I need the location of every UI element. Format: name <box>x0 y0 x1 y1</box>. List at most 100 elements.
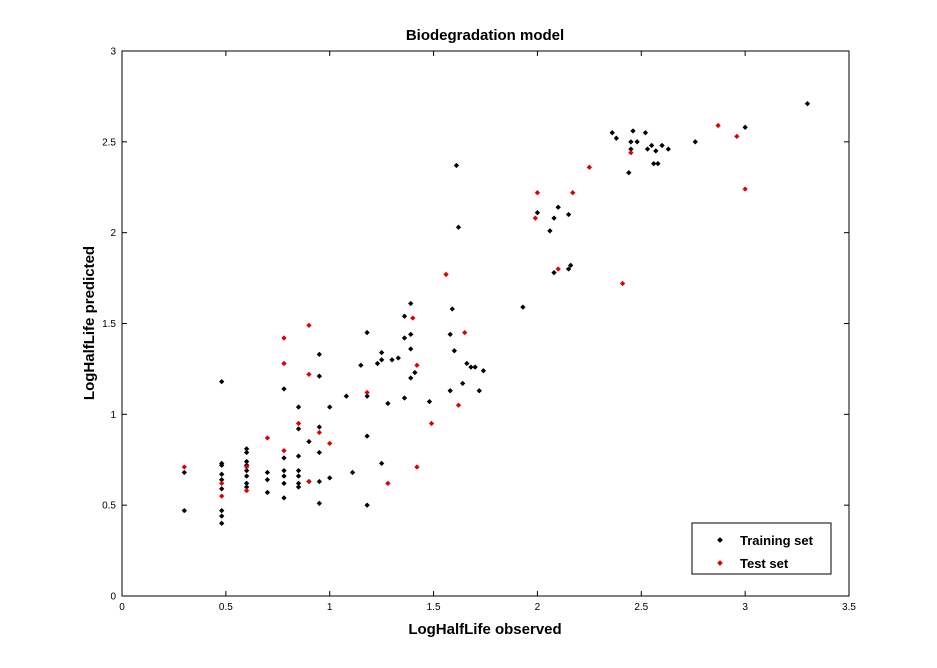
data-point <box>551 215 557 221</box>
data-point <box>734 133 740 140</box>
x-axis-label: LogHalfLife observed <box>408 621 561 638</box>
chart-title: Biodegradation model <box>406 27 564 44</box>
data-point <box>316 449 323 456</box>
data-point <box>410 315 416 321</box>
data-point <box>428 420 435 427</box>
data-point <box>401 335 408 341</box>
data-point <box>218 378 225 385</box>
data-point <box>326 404 333 410</box>
data-point <box>476 387 483 394</box>
data-point <box>692 139 699 145</box>
data-point <box>316 351 323 358</box>
legend-label: Training set <box>740 533 814 548</box>
data-point <box>464 360 470 367</box>
data-point <box>565 266 572 272</box>
plot-area <box>121 50 850 597</box>
data-point <box>555 266 561 272</box>
series-test <box>181 122 748 499</box>
data-point <box>385 480 391 487</box>
data-point <box>295 467 302 474</box>
data-point <box>628 139 634 145</box>
data-point <box>565 211 572 218</box>
y-tick-label: 0.5 <box>102 501 116 512</box>
data-point <box>655 160 661 167</box>
data-point <box>659 142 665 149</box>
y-tick-label: 1 <box>110 410 116 421</box>
legend: Training set Test set <box>691 522 832 575</box>
data-point <box>243 458 250 465</box>
data-point <box>316 429 323 436</box>
x-tick-label: 3 <box>742 602 748 613</box>
data-point <box>378 460 385 467</box>
data-point <box>281 455 287 461</box>
data-point <box>619 280 626 287</box>
data-point <box>218 507 225 514</box>
legend-marker <box>717 537 723 543</box>
data-point <box>534 209 541 216</box>
data-point <box>385 400 391 407</box>
data-point <box>264 469 271 476</box>
x-tick-label: 2.5 <box>634 602 648 613</box>
legend-box <box>691 522 832 575</box>
data-point <box>281 360 287 367</box>
data-point <box>378 357 385 363</box>
data-point <box>281 335 287 341</box>
x-tick-label: 2 <box>535 602 541 613</box>
data-point <box>443 271 449 278</box>
data-point <box>644 146 651 152</box>
data-point <box>459 380 466 387</box>
data-point <box>364 433 370 439</box>
data-point <box>407 346 414 352</box>
data-point <box>642 129 649 136</box>
data-point <box>264 476 271 483</box>
data-point <box>316 373 323 379</box>
data-point <box>407 331 414 338</box>
data-point <box>218 460 225 467</box>
data-point <box>426 398 433 405</box>
x-tick-label: 3.5 <box>842 602 856 613</box>
data-point <box>364 389 370 396</box>
data-point <box>306 478 312 485</box>
data-point <box>461 329 468 336</box>
data-point <box>742 186 748 192</box>
data-point <box>306 438 312 445</box>
data-point <box>306 371 312 378</box>
data-point <box>453 162 460 169</box>
data-point <box>653 148 659 154</box>
data-point <box>218 493 225 499</box>
data-point <box>295 453 302 459</box>
data-point <box>414 464 420 470</box>
x-tick-label: 1.5 <box>427 602 441 613</box>
data-point <box>281 480 287 487</box>
y-tick-label: 0 <box>110 592 116 603</box>
y-tick-label: 2 <box>110 228 116 239</box>
data-point <box>218 471 225 478</box>
data-point <box>316 424 323 430</box>
data-point <box>281 386 287 392</box>
data-point <box>407 375 414 381</box>
data-point <box>218 520 225 527</box>
data-point <box>715 122 721 129</box>
data-point <box>586 164 593 171</box>
legend-entry: Test set <box>717 556 789 571</box>
data-point <box>243 449 250 456</box>
data-point <box>455 402 462 409</box>
data-point <box>374 360 381 367</box>
data-point <box>181 464 188 470</box>
data-point <box>412 369 418 376</box>
data-point <box>520 304 526 310</box>
x-tick-label: 0.5 <box>219 602 233 613</box>
data-point <box>243 473 250 479</box>
data-point <box>218 513 225 519</box>
data-point <box>295 484 302 490</box>
data-point <box>532 215 539 221</box>
data-point <box>243 480 250 487</box>
data-point <box>547 228 553 234</box>
data-point <box>243 467 250 474</box>
data-point <box>567 262 574 269</box>
data-point <box>378 349 385 356</box>
data-point <box>295 480 302 487</box>
data-point <box>804 100 811 107</box>
